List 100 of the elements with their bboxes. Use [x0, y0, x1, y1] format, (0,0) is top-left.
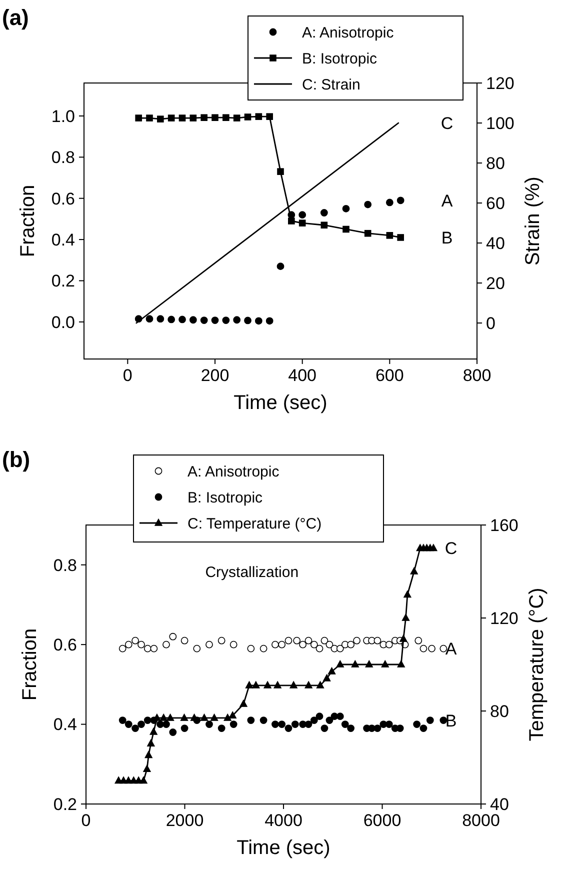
point	[288, 218, 295, 224]
point	[206, 640, 213, 648]
point	[143, 764, 151, 772]
point	[266, 113, 273, 120]
point	[230, 640, 238, 648]
point	[211, 316, 219, 324]
point	[138, 640, 145, 648]
point	[168, 316, 176, 324]
point	[169, 632, 177, 640]
point	[244, 114, 252, 120]
point	[210, 714, 218, 721]
point	[166, 714, 174, 721]
y2-tick-label: 0	[486, 314, 496, 333]
legend-label: B: Isotropic	[302, 50, 378, 68]
point	[385, 720, 393, 728]
y-tick-label: 0.4	[51, 230, 75, 250]
point	[278, 640, 286, 648]
point	[385, 640, 393, 648]
point	[365, 660, 374, 668]
point	[222, 114, 230, 122]
point	[218, 724, 226, 732]
annotation: B	[441, 228, 453, 248]
y-tick-label: 0.6	[51, 189, 75, 208]
point	[144, 716, 152, 724]
point	[320, 636, 328, 644]
point	[180, 724, 188, 732]
x-tick-label: 8000	[462, 811, 500, 830]
x-tick-label: 0	[122, 366, 132, 385]
point	[124, 720, 132, 728]
point	[341, 720, 349, 728]
point	[374, 724, 382, 732]
point	[132, 636, 139, 644]
point	[386, 232, 394, 239]
point	[347, 640, 354, 648]
point	[244, 316, 252, 324]
legend-label: C: Temperature (°C)	[188, 515, 322, 532]
point	[255, 113, 262, 120]
point	[233, 114, 240, 122]
point	[247, 716, 255, 724]
point	[247, 644, 255, 652]
point	[310, 716, 318, 724]
y2-tick-label: 120	[486, 74, 514, 93]
y-tick-label: 0.0	[51, 312, 75, 332]
point	[254, 317, 262, 325]
point	[228, 711, 237, 719]
point	[374, 636, 382, 644]
point	[162, 640, 170, 648]
point	[304, 681, 312, 688]
point	[322, 674, 331, 682]
point	[426, 716, 434, 724]
point	[310, 640, 318, 648]
annotation: B	[445, 711, 457, 730]
point	[320, 222, 328, 229]
point	[118, 716, 126, 724]
y-axis-title: Fraction	[17, 184, 39, 258]
y-axis-title: Fraction	[19, 628, 41, 701]
x-tick-label: 200	[200, 366, 230, 385]
point	[316, 681, 324, 688]
point	[157, 116, 164, 122]
point	[342, 204, 350, 212]
point	[150, 644, 158, 652]
point	[160, 714, 168, 721]
y-tick-label: 0.4	[53, 715, 77, 734]
point	[264, 681, 272, 688]
point	[156, 720, 164, 728]
point	[162, 720, 170, 728]
point	[428, 644, 436, 652]
point	[420, 644, 428, 652]
point	[200, 114, 208, 122]
point	[266, 317, 274, 325]
y-tick-label: 0.6	[53, 636, 77, 655]
point	[169, 728, 177, 736]
point	[276, 262, 284, 270]
legend-label: A: Anisotropic	[188, 463, 280, 480]
point	[180, 714, 188, 721]
annotation: A	[441, 191, 454, 210]
point	[260, 644, 268, 652]
point	[320, 209, 328, 216]
x-tick-label: 0	[81, 811, 91, 830]
point	[124, 640, 132, 648]
point	[386, 198, 394, 206]
point	[278, 720, 286, 728]
x-tick-label: 6000	[363, 811, 402, 830]
point	[298, 220, 306, 226]
point	[252, 681, 260, 688]
legend-label: A: Anisotropic	[302, 24, 394, 42]
y2-tick-label: 120	[490, 608, 518, 628]
point	[397, 660, 406, 668]
point	[272, 720, 279, 728]
x-tick-label: 2000	[166, 811, 204, 830]
x-tick-label: 800	[462, 366, 492, 385]
y2-axis-title: Strain (%)	[522, 176, 544, 266]
point	[293, 636, 301, 644]
y2-tick-label: 80	[490, 702, 509, 721]
y-tick-label: 0.8	[53, 556, 77, 575]
point	[328, 667, 336, 674]
point	[404, 590, 412, 598]
point	[277, 168, 284, 175]
point	[118, 644, 126, 652]
point	[189, 316, 197, 324]
